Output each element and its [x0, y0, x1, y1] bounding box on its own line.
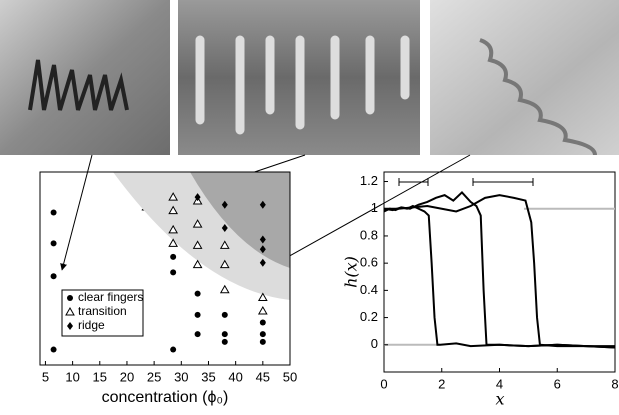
x-tick-label: 40 — [228, 369, 242, 384]
point — [170, 346, 177, 353]
line — [384, 194, 616, 349]
point — [259, 245, 266, 254]
y-tick-label: 1 — [371, 200, 378, 215]
point — [168, 224, 179, 234]
plot-frame — [383, 171, 616, 373]
point — [259, 319, 266, 326]
legend-label: ridge — [78, 318, 105, 332]
legend-label: clear fingers — [78, 290, 143, 304]
point — [221, 338, 228, 345]
y-tick-label: 0.8 — [360, 227, 378, 242]
point — [50, 273, 57, 280]
bracket — [398, 178, 534, 186]
x-axis-label: concentration (ϕ₀) — [102, 389, 229, 406]
photo-fingers — [0, 0, 170, 155]
x-tick-label: 8 — [611, 376, 618, 391]
y-tick-label: 0.2 — [360, 309, 378, 324]
y-axis-label: h(x) — [342, 256, 361, 288]
y-tick-label: 0 — [371, 336, 378, 351]
point — [65, 306, 75, 316]
x-tick-label: 25 — [147, 369, 161, 384]
point — [168, 238, 179, 247]
point — [192, 219, 203, 228]
point — [170, 253, 177, 260]
point — [192, 259, 203, 269]
point — [259, 258, 266, 267]
point — [259, 338, 266, 345]
x-tick-label: 4 — [496, 376, 503, 391]
point — [257, 292, 268, 301]
point — [259, 235, 266, 244]
x-axis-label: x — [495, 390, 504, 409]
point — [50, 240, 57, 247]
x-tick-label: 45 — [256, 369, 270, 384]
point — [194, 193, 201, 202]
point — [221, 331, 228, 338]
y-tick-label: 1.2 — [360, 173, 378, 188]
x-tick-label: 6 — [554, 376, 561, 391]
point — [259, 200, 266, 209]
photo-detail — [195, 35, 410, 135]
arrow — [276, 154, 471, 264]
y-tick-label: 0.6 — [360, 255, 378, 270]
x-tick-label: 30 — [174, 369, 188, 384]
arrow — [60, 154, 93, 271]
x-tick-label: 20 — [120, 369, 134, 384]
photo-detail — [28, 59, 129, 111]
point — [50, 346, 57, 353]
x-tick-label: 0 — [380, 376, 387, 391]
line — [383, 204, 616, 349]
point — [170, 269, 177, 276]
point — [194, 331, 201, 338]
point — [219, 259, 230, 269]
point — [67, 322, 73, 330]
x-tick-label: 50 — [283, 369, 297, 384]
point — [168, 192, 179, 201]
point — [219, 284, 230, 294]
x-tick-label: 2 — [438, 376, 445, 391]
x-tick-label: 10 — [65, 369, 79, 384]
y-tick-label: 0.4 — [360, 282, 378, 297]
point — [67, 295, 73, 301]
point — [194, 311, 201, 318]
x-tick-label: 35 — [201, 369, 215, 384]
point — [219, 240, 230, 249]
point — [259, 331, 266, 338]
point — [194, 290, 201, 297]
x-tick-label: 5 — [42, 369, 49, 384]
legend — [61, 289, 144, 337]
line — [383, 190, 615, 348]
photo-detail — [479, 38, 597, 156]
plot-frame — [39, 171, 291, 366]
photo-ridge — [430, 0, 619, 155]
point — [257, 305, 268, 315]
point — [221, 200, 228, 209]
region-ridge — [190, 172, 290, 268]
x-tick-label: 15 — [93, 369, 107, 384]
point — [221, 311, 228, 318]
point — [50, 209, 57, 216]
point — [192, 240, 203, 249]
point — [221, 223, 228, 232]
legend-label: transition — [78, 304, 127, 318]
point — [168, 205, 179, 215]
